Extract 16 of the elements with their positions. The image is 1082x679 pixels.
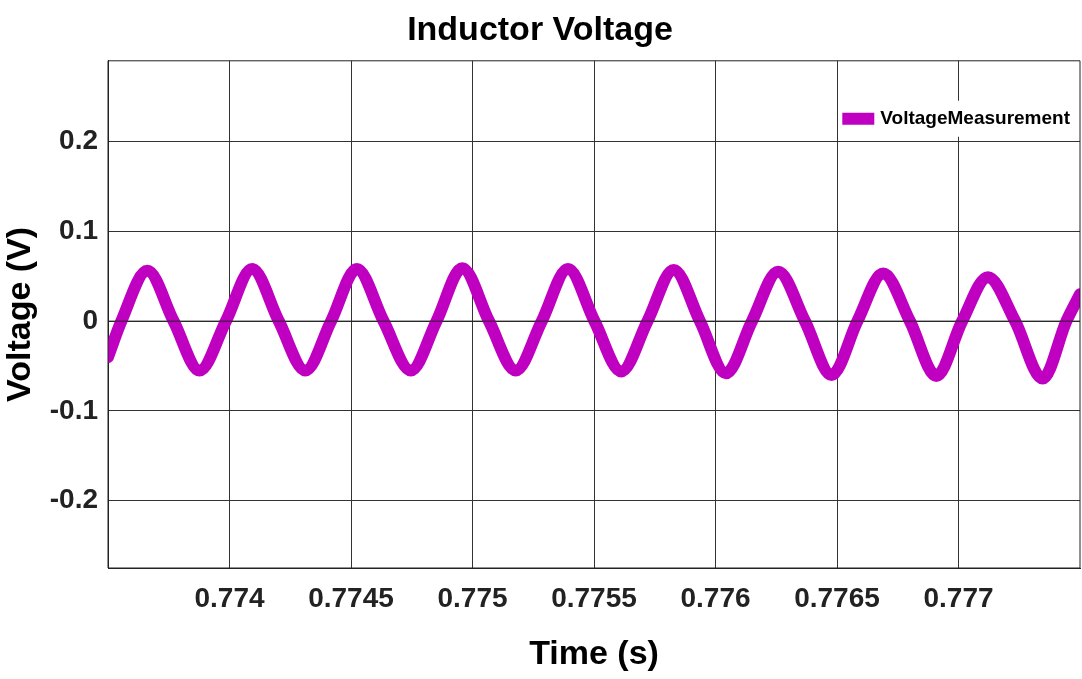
chart-title: Inductor Voltage xyxy=(407,8,673,47)
legend-label: VoltageMeasurement xyxy=(880,107,1071,129)
x-tick-label: 0.7755 xyxy=(551,581,637,613)
y-axis-title: Voltage (V) xyxy=(0,226,37,402)
y-tick-label: 0.2 xyxy=(59,124,98,156)
x-tick-label: 0.774 xyxy=(194,581,265,613)
x-tick-label: 0.7745 xyxy=(308,581,394,613)
x-tick-label: 0.776 xyxy=(680,581,751,613)
y-tick-label: -0.2 xyxy=(49,483,98,515)
y-tick-label: 0.1 xyxy=(59,214,98,246)
x-tick-label: 0.7765 xyxy=(794,581,880,613)
x-tick-label: 0.775 xyxy=(437,581,508,613)
y-tick-label: 0 xyxy=(82,303,98,335)
x-tick-label: 0.777 xyxy=(923,581,994,613)
x-axis-title: Time (s) xyxy=(529,632,659,671)
y-tick-label: -0.1 xyxy=(49,393,98,425)
